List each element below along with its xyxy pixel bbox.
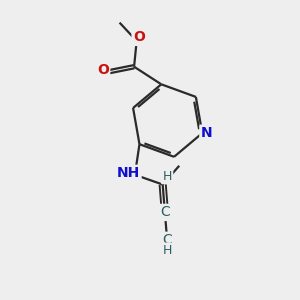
Text: H: H (162, 170, 172, 183)
Text: O: O (97, 63, 109, 77)
Text: C: C (162, 233, 172, 247)
Text: C: C (160, 206, 170, 219)
Text: O: O (133, 30, 145, 44)
Text: N: N (201, 126, 212, 140)
Text: NH: NH (117, 166, 140, 180)
Text: H: H (163, 244, 172, 257)
